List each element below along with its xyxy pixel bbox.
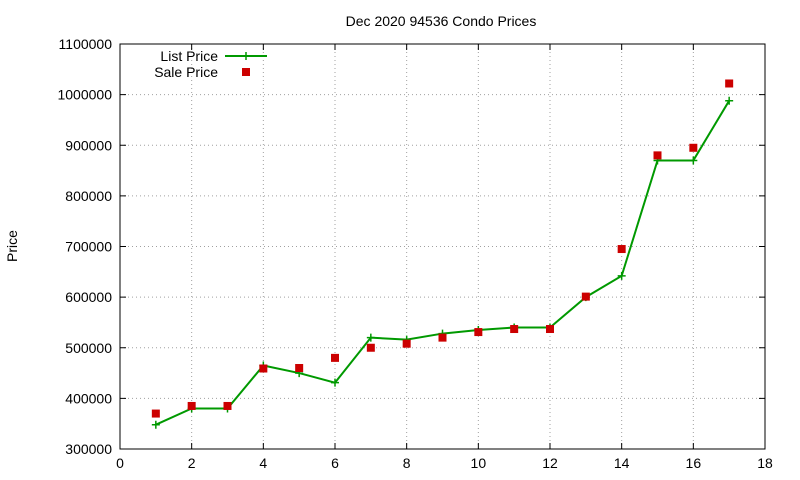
x-tick-label: 18 [757, 455, 773, 471]
list-price-point [689, 156, 698, 165]
y-tick-label: 700000 [65, 239, 112, 255]
sale-price-point [546, 325, 554, 334]
y-tick-label: 1100000 [59, 36, 113, 52]
x-tick-label: 4 [259, 455, 267, 471]
y-tick-label: 600000 [65, 289, 112, 305]
sale-price-point [187, 401, 196, 410]
sale-price-point [581, 292, 590, 301]
sale-price-point [331, 353, 339, 362]
grid-lines [120, 44, 765, 449]
x-tick-label: 2 [188, 455, 196, 471]
legend-swatch-sale-price [242, 68, 250, 76]
x-tick-label: 12 [542, 455, 558, 471]
data-series [151, 79, 734, 429]
legend-marker-list-price [242, 52, 250, 60]
x-tick-label: 14 [614, 455, 630, 471]
legend-label-sale-price: Sale Price [154, 64, 218, 80]
chart-title: Dec 2020 94536 Condo Prices [346, 13, 537, 29]
list-price-point [331, 378, 339, 387]
y-tick-label: 900000 [65, 137, 112, 153]
x-tick-label: 0 [116, 455, 124, 471]
sale-price-point [653, 151, 662, 160]
list-price-point [151, 420, 160, 429]
y-axis-label: Price [4, 230, 20, 262]
sale-price-point [510, 325, 519, 334]
tick-labels: 0 2 4 6 8 10 12 14 16 18 300000 400000 500000 600000 7… [57, 36, 773, 471]
sale-price-point [402, 339, 411, 348]
sale-price-point [151, 409, 160, 418]
list-price-point [725, 96, 734, 105]
sale-price-point [689, 143, 698, 152]
x-tick-label: 16 [686, 455, 702, 471]
x-tick-label: 8 [403, 455, 411, 471]
sale-price-point [223, 401, 232, 410]
legend-label-list-price: List Price [160, 48, 218, 64]
sale-price-point [474, 328, 483, 337]
y-tick-label: 1000000 [57, 87, 112, 103]
list-price-line [155, 100, 731, 426]
sale-price-point [617, 245, 626, 254]
sale-price-point [366, 343, 375, 352]
sale-price-point [295, 364, 304, 372]
y-tick-label: 300000 [65, 441, 112, 457]
list-price-point [617, 271, 626, 280]
y-tick-label: 400000 [65, 390, 112, 406]
y-tick-label: 800000 [65, 188, 112, 204]
sale-price-point [259, 364, 268, 373]
x-tick-label: 6 [331, 455, 339, 471]
sale-price-point [725, 79, 734, 88]
axes [119, 43, 766, 450]
sale-price-point [438, 333, 447, 342]
y-tick-label: 500000 [65, 340, 112, 356]
list-price-point [366, 333, 375, 342]
x-tick-label: 10 [471, 455, 487, 471]
